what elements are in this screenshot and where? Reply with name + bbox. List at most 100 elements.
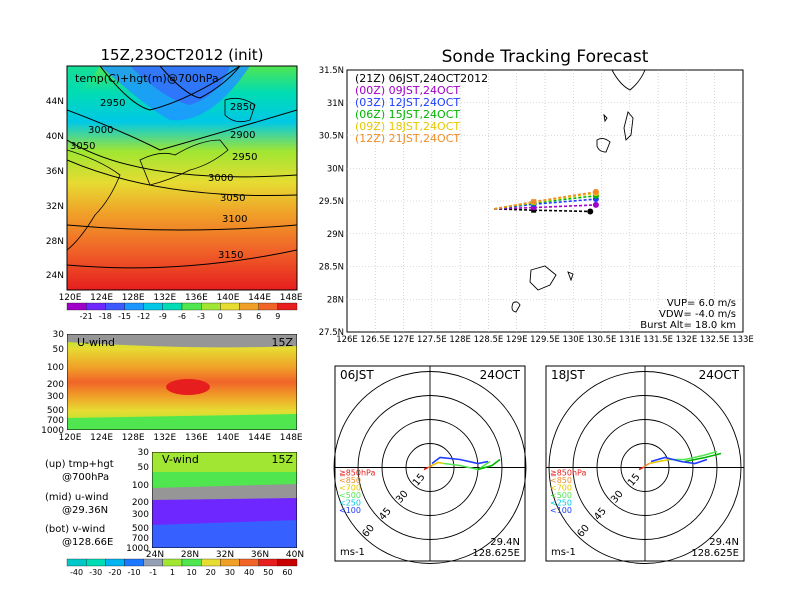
- vwind-x-ticks: 24N 28N 32N 36N 40N: [146, 550, 304, 560]
- uwind-time: 15Z: [271, 336, 293, 349]
- lon-tick-label: 126.5E: [360, 335, 390, 345]
- lon-tick-label: 127E: [393, 335, 415, 345]
- legend-entry: (03Z) 12JST,24OCT: [355, 96, 460, 109]
- lon-tick-label: 130E: [562, 335, 584, 345]
- colorbar-swatch: [239, 558, 259, 567]
- level-legend: <250: [550, 499, 572, 508]
- colorbar-label: 40: [244, 568, 254, 577]
- lon-tick-label: 133E: [732, 335, 754, 345]
- lat-tick-label: 24N: [146, 550, 164, 560]
- lon-label: 128.625E: [691, 548, 739, 559]
- colorbar-swatch: [105, 302, 125, 311]
- colorbar-label: 60: [282, 568, 292, 577]
- contour-label: 3150: [218, 250, 243, 261]
- pressure-tick-label: 100: [132, 481, 149, 491]
- colorbar-swatch: [162, 558, 183, 567]
- contour-label: 3000: [208, 173, 233, 184]
- pressure-tick-label: 300: [47, 392, 64, 402]
- tracking-lon-ticks: 126E 126.5E 127E 127.5E 128E 128.5E 129E 129.5E…: [336, 335, 754, 345]
- lat-tick-label: 27.5N: [319, 328, 344, 338]
- colorbar-label: -30: [89, 568, 102, 577]
- uwind-field: [67, 334, 297, 430]
- hodograph-date: 24OCT: [699, 368, 740, 382]
- colorbar-swatch: [220, 558, 240, 567]
- lat-tick-label: 44N: [46, 97, 64, 107]
- colorbar-swatch: [66, 302, 87, 311]
- legend-entry: (00Z) 09JST,24OCT: [355, 84, 460, 97]
- colorbar-label: 9: [275, 312, 280, 321]
- track-line: [494, 208, 591, 213]
- legend-entry: (09Z) 18JST,24OCT: [355, 120, 460, 133]
- hodograph-time: 06JST: [340, 368, 374, 382]
- pressure-tick-label: 200: [47, 380, 64, 390]
- main-map-subtitle: temp(C)+hgt(m)@700hPa: [75, 72, 219, 85]
- lat-tick-label: 28.5N: [319, 263, 344, 273]
- lat-tick-label: 32N: [46, 202, 64, 212]
- lon-tick-label: 129.5E: [530, 335, 560, 345]
- tracking-lat-ticks: 31.5N 31N 30.5N 30N 29.5N 29N 28.5N 28N 27.5N: [319, 66, 344, 338]
- note-line: @128.66E: [62, 537, 113, 548]
- lat-tick-label: 40N: [46, 132, 64, 142]
- lon-label: 128.625E: [472, 548, 520, 559]
- track-line: [493, 198, 596, 210]
- colorbar-label: 20: [206, 568, 216, 577]
- lon-tick-label: 140E: [217, 433, 240, 443]
- colorbar-swatch: [162, 302, 183, 311]
- colorbar-label: 0: [218, 312, 223, 321]
- vwind-time: 15Z: [271, 453, 293, 466]
- pressure-tick-label: 30: [53, 330, 65, 340]
- lat-tick-label: 31N: [327, 99, 344, 109]
- tracking-legend: (21Z) 06JST,24OCT2012(00Z) 09JST,24OCT(0…: [355, 72, 488, 145]
- colorbar-swatch: [143, 558, 163, 567]
- colorbar-swatch: [258, 558, 278, 567]
- legend-entry: (06Z) 15JST,24OCT: [355, 108, 460, 121]
- main-map-field: [67, 66, 297, 290]
- lat-tick-label: 24N: [46, 271, 64, 281]
- lon-tick-label: 128.5E: [474, 335, 504, 345]
- hodograph-trace: [423, 466, 429, 471]
- hodograph-trace: [669, 450, 718, 461]
- pressure-tick-label: 700: [132, 534, 149, 544]
- lat-tick-label: 28N: [181, 550, 199, 560]
- colorbar-label: -12: [137, 312, 150, 321]
- colorbar-label: 50: [263, 568, 273, 577]
- hodograph-trace: [477, 458, 501, 471]
- vwind-title: V-wind: [162, 453, 199, 466]
- lon-tick-label: 128E: [122, 433, 145, 443]
- lon-tick-label: 148E: [280, 293, 303, 303]
- colorbar-label: -3: [197, 312, 205, 321]
- param-vdw: VDW= -4.0 m/s: [659, 309, 736, 320]
- lon-tick-label: 132.5E: [700, 335, 730, 345]
- tracking-title: Sonde Tracking Forecast: [442, 47, 649, 67]
- main-map-lat-ticks: 44N 40N 36N 32N 28N 24N: [46, 97, 64, 281]
- uwind-title: U-wind: [77, 336, 115, 349]
- colorbar-label: -40: [70, 568, 83, 577]
- lat-tick-label: 28N: [327, 295, 344, 305]
- lon-tick-label: 131.5E: [643, 335, 673, 345]
- lat-tick-label: 29.5N: [319, 197, 344, 207]
- level-legend: <100: [550, 506, 572, 515]
- tracking-series: [493, 188, 599, 215]
- track-marker: [531, 207, 537, 213]
- lon-tick-label: 127.5E: [417, 335, 447, 345]
- hodograph-trace: [638, 466, 644, 471]
- note-line: @700hPa: [62, 472, 109, 483]
- unit-label: ms-1: [551, 547, 576, 558]
- lon-tick-label: 120E: [59, 433, 82, 443]
- lon-tick-label: 144E: [248, 433, 271, 443]
- lon-tick-label: 136E: [185, 433, 208, 443]
- colorbar-swatch: [124, 558, 144, 567]
- lat-label: 29.4N: [490, 537, 520, 548]
- lon-tick-label: 144E: [248, 293, 271, 303]
- note-line: (mid) u-wind: [45, 492, 108, 503]
- colorbar-swatch: [181, 558, 202, 567]
- hodograph-date: 24OCT: [480, 368, 521, 382]
- main-colorbar: -21 -18 -15 -12 -9 -6 -3 0 3 6 9: [66, 302, 298, 321]
- main-map-lon-ticks: 120E 124E 128E 132E 136E 140E 144E 148E: [59, 293, 303, 303]
- hodograph-trace: [684, 452, 722, 463]
- colorbar-label: -15: [118, 312, 131, 321]
- level-legend: <250: [339, 499, 361, 508]
- hodograph-trace: [431, 461, 445, 467]
